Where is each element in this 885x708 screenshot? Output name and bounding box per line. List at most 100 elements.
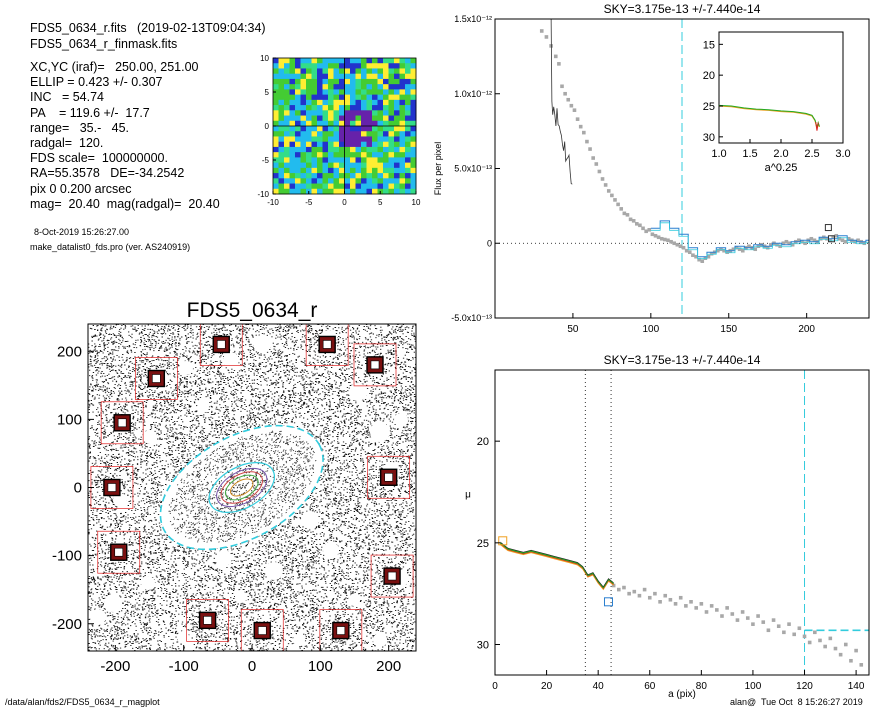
sky-data-point xyxy=(553,54,558,59)
heatmap-cell xyxy=(289,131,296,137)
heatmap-cell xyxy=(388,178,395,184)
sky-data-point xyxy=(578,124,583,129)
heatmap-cell xyxy=(311,94,318,101)
heatmap-cell xyxy=(399,89,406,96)
heatmap-cell xyxy=(344,131,351,137)
heatmap-cell xyxy=(405,126,411,132)
heatmap-cell xyxy=(388,115,395,122)
heatmap-cell xyxy=(410,115,417,122)
heatmap-cell xyxy=(284,73,290,80)
heatmap-cell xyxy=(289,157,296,164)
heatmap-cell xyxy=(399,173,406,179)
heatmap-cell xyxy=(278,105,285,111)
heatmap-cell xyxy=(322,141,329,148)
sky-data-point xyxy=(716,248,720,253)
heatmap-cell xyxy=(295,178,301,184)
heatmap-cell xyxy=(306,152,312,158)
heatmap-cell xyxy=(405,115,411,122)
masked-star-hole xyxy=(349,383,367,401)
heatmap-cell xyxy=(410,68,417,75)
sb-data-point xyxy=(797,626,802,631)
sb-xtick-label: 60 xyxy=(644,681,656,692)
heatmap-cell xyxy=(306,173,312,179)
heatmap-cell xyxy=(295,58,301,64)
heatmap-cell xyxy=(278,157,285,164)
sky-data-point xyxy=(756,244,761,249)
heatmap-cell xyxy=(322,188,329,195)
heatmap-cell xyxy=(311,99,318,106)
heatmap-cell xyxy=(399,162,406,169)
heatmap-cell xyxy=(273,152,279,158)
heatmap-cell xyxy=(410,99,417,106)
masked-star-hole xyxy=(301,511,319,529)
heatmap-cell xyxy=(344,120,351,127)
heatmap-cell xyxy=(383,63,389,69)
heatmap-cell xyxy=(278,58,285,64)
heatmap-cell xyxy=(333,73,340,80)
heatmap-cell xyxy=(355,152,362,158)
heatmap-cell xyxy=(344,173,351,179)
sb-data-point xyxy=(647,595,652,600)
sb-data-point xyxy=(715,608,719,612)
sky-data-point xyxy=(828,238,832,243)
sky-data-point xyxy=(539,29,544,33)
heatmap-cell xyxy=(306,89,312,96)
heatmap-cell xyxy=(383,167,389,174)
heatmap-xtick-label: 0 xyxy=(342,198,347,207)
heatmap-cell xyxy=(306,120,312,127)
sky-data-point xyxy=(722,248,726,253)
heatmap-cell xyxy=(333,78,340,85)
heatmap-cell xyxy=(355,73,362,80)
heatmap-cell xyxy=(306,131,312,137)
image-ytick-label: -100 xyxy=(52,548,82,565)
sky-data-point xyxy=(775,242,779,247)
heatmap-cell xyxy=(278,115,285,122)
heatmap-cell xyxy=(306,146,312,153)
isophote-ellipse xyxy=(224,474,259,501)
heatmap-cell xyxy=(322,152,329,158)
heatmap-cell xyxy=(405,99,411,106)
heatmap-cell xyxy=(289,110,296,116)
heatmap-cell xyxy=(355,136,362,143)
heatmap-cell xyxy=(273,78,279,85)
inset-ytick-label: 15 xyxy=(703,39,715,51)
heatmap-cell xyxy=(295,120,301,127)
heatmap-cell xyxy=(333,146,340,153)
heatmap-cell xyxy=(350,105,356,111)
masked-star-hole xyxy=(293,634,305,646)
heatmap-cell xyxy=(311,167,318,174)
source-mask-box xyxy=(186,598,229,642)
heatmap-cell xyxy=(366,126,373,132)
heatmap-cell xyxy=(289,126,296,132)
heatmap-cell xyxy=(278,188,285,195)
heatmap-cell xyxy=(355,78,362,85)
sb-data-point xyxy=(684,604,688,608)
heatmap-cell xyxy=(399,105,406,111)
heatmap-cell xyxy=(377,110,384,116)
sky-plot-ylabel: Flux per pixel xyxy=(433,142,443,196)
heatmap-cell xyxy=(399,131,406,137)
heatmap-cell xyxy=(383,162,389,169)
heatmap-cell xyxy=(328,167,334,174)
heatmap-cell xyxy=(311,84,318,90)
heatmap-cell xyxy=(355,157,362,164)
heatmap-cell xyxy=(388,131,395,137)
heatmap-cell xyxy=(322,120,329,127)
heatmap-cell xyxy=(355,141,362,148)
heatmap-cell xyxy=(394,63,400,69)
sky-data-point xyxy=(572,108,577,112)
heatmap-cell xyxy=(295,188,301,195)
source-core xyxy=(387,571,397,581)
heatmap-cell xyxy=(295,131,301,137)
heatmap-cell xyxy=(278,99,285,106)
heatmap-cell xyxy=(328,183,334,190)
heatmap-cell xyxy=(328,162,334,169)
heatmap-cell xyxy=(366,89,373,96)
heatmap-cell xyxy=(366,78,373,85)
sb-data-point xyxy=(642,587,647,592)
masked-star-hole xyxy=(265,562,283,580)
heatmap-cell xyxy=(350,68,356,75)
heatmap-cell xyxy=(317,152,323,158)
heatmap-cell xyxy=(278,94,285,101)
